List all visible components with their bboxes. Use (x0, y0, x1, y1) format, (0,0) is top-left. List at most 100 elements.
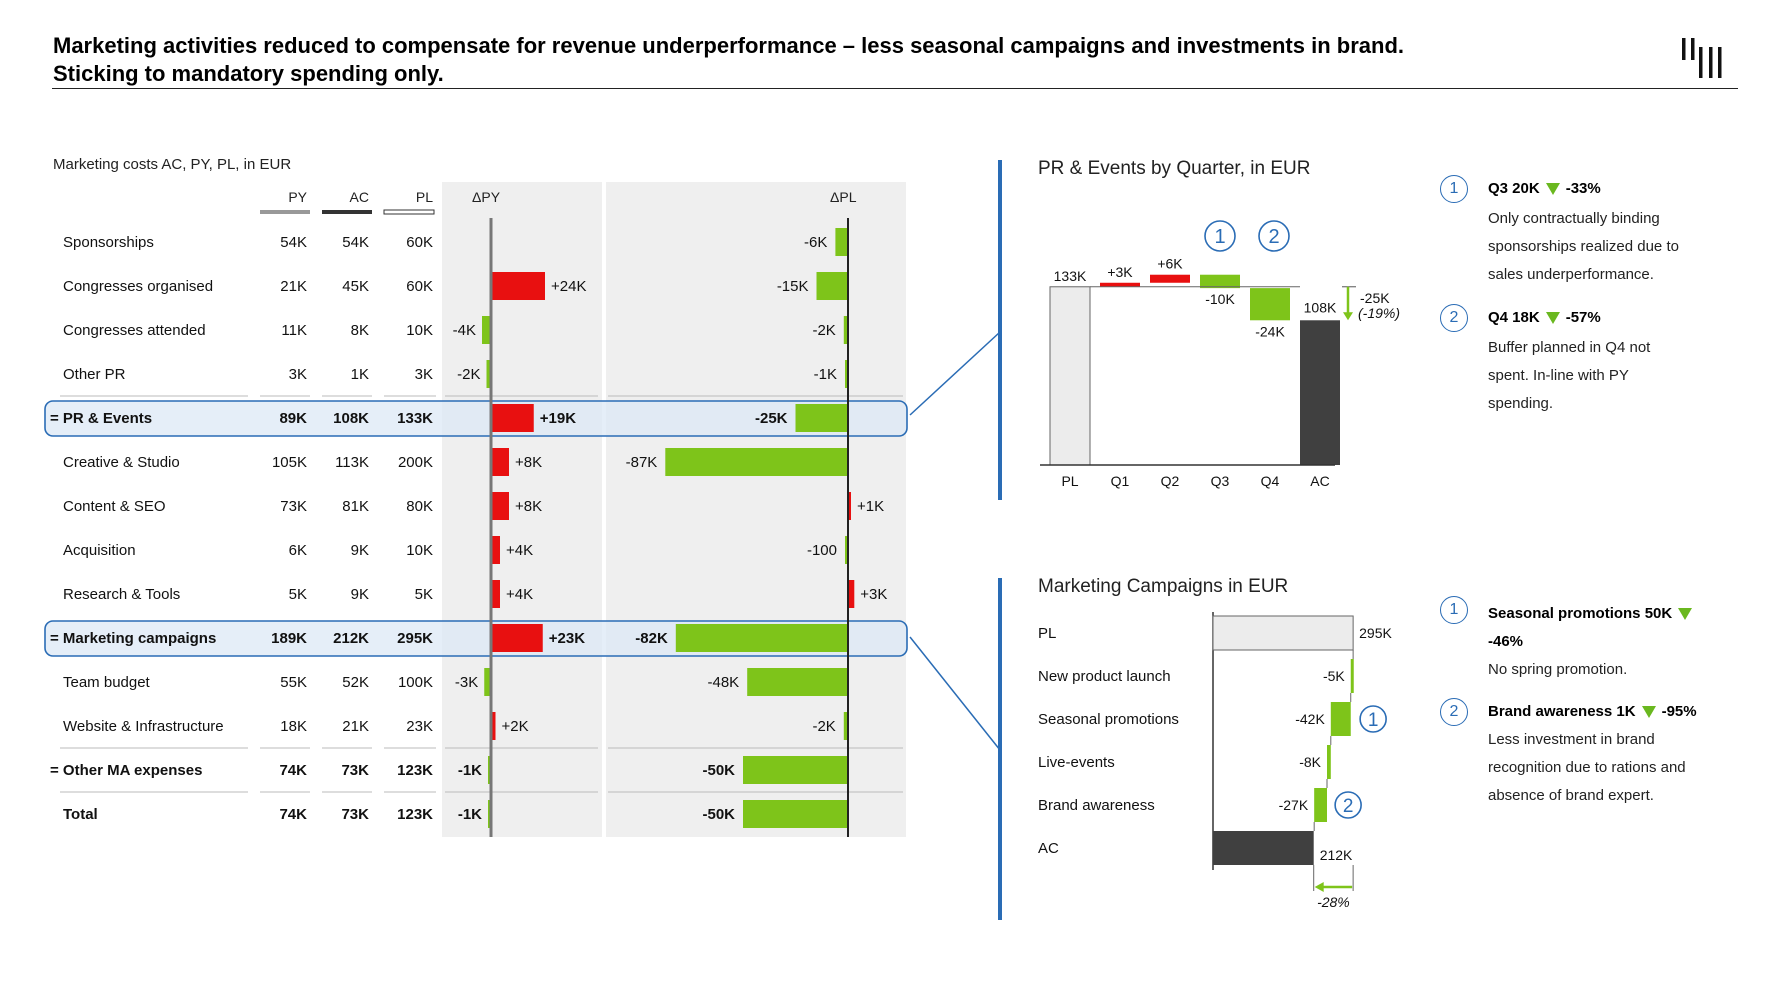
cell-ac: 113K (335, 454, 369, 471)
dpl-label: -25K (755, 410, 788, 427)
wf-marker-circle (1258, 220, 1290, 252)
cell-pl: 23K (406, 718, 433, 735)
dpl-bar (843, 316, 848, 344)
dpy-label: +2K (502, 718, 529, 735)
wf-bar-pl (1049, 286, 1091, 466)
dpl-label: -15K (777, 278, 809, 295)
cell-py: 21K (280, 278, 307, 295)
mc-category-label: PL (1038, 625, 1056, 642)
cell-ac: 54K (342, 234, 369, 251)
mc-label-ac: 212K (1320, 847, 1353, 863)
mc-marker-circle (1359, 705, 1387, 733)
dpl-label: -6K (804, 234, 827, 251)
pr-connector-line (909, 331, 1001, 416)
cell-ac: 212K (333, 630, 369, 647)
cell-py: 54K (280, 234, 307, 251)
cell-pl: 60K (406, 234, 433, 251)
wf-category-label: Q1 (1111, 473, 1130, 489)
dpl-label: +1K (857, 498, 884, 515)
dpl-bar (848, 492, 851, 520)
cell-ac: 108K (333, 410, 369, 427)
variance-table-chart: PY AC PL ΔPY ΔPL Sponsorships 54K 54K 60K -6K Cong… (44, 182, 908, 837)
row-label: Creative & Studio (63, 454, 180, 471)
wf-total-arrow-head (1343, 312, 1353, 321)
wf-bar-q3 (1200, 274, 1240, 289)
annotation-text: Only contractually binding sponsorships … (1488, 210, 1679, 283)
cell-py: 189K (271, 630, 307, 647)
dpy-label: -4K (453, 322, 476, 339)
wf-label-q2: +6K (1157, 256, 1183, 272)
down-triangle-icon (1545, 312, 1560, 325)
dpy-label: +24K (551, 278, 586, 295)
cell-pl: 80K (406, 498, 433, 515)
dpl-label: -82K (635, 630, 668, 647)
header-py-marker (260, 210, 310, 214)
cell-pl: 133K (397, 410, 433, 427)
cell-ac: 1K (351, 366, 369, 383)
pr-waterfall-chart: 133K +3K +6K -10K -24K 108K -25K(-19%) 1 2 PL Q1 Q2… (1040, 220, 1400, 489)
dpl-bar (743, 756, 848, 784)
cell-py: 74K (279, 806, 307, 823)
mc-total-arrow-head (1314, 882, 1324, 892)
dpy-label: +4K (506, 542, 533, 559)
row-label: Other PR (63, 366, 126, 383)
mc-label-delta: -5K (1323, 668, 1345, 684)
mc-marker-label: 1 (1368, 710, 1379, 731)
dpl-bar (665, 448, 848, 476)
dpy-bar (491, 580, 500, 608)
cell-pl: 5K (415, 586, 433, 603)
dpy-bar (486, 360, 491, 388)
mc-bar-delta (1330, 702, 1351, 736)
dpl-bar (816, 272, 848, 300)
row-highlight-box (44, 400, 908, 437)
wf-total-pct: (-19%) (1358, 305, 1400, 321)
row-label: Content & SEO (63, 498, 166, 515)
mc-label-delta: -27K (1279, 797, 1309, 813)
cell-pl: 10K (406, 542, 433, 559)
row-label: = PR & Events (50, 410, 152, 427)
cell-ac: 45K (342, 278, 369, 295)
dpy-label: -1K (458, 806, 482, 823)
wf-total-delta: -25K (1360, 290, 1390, 306)
brand-logo-icon (1682, 38, 1722, 78)
dpy-bar (491, 404, 534, 432)
header-ac-marker (322, 210, 372, 214)
cell-pl: 295K (397, 630, 433, 647)
annotation-text: No spring promotion. (1488, 661, 1628, 678)
dpy-label: -3K (455, 674, 478, 691)
dpy-label: +19K (540, 410, 576, 427)
wf-bar-q4 (1250, 288, 1290, 321)
dpl-bar (675, 624, 848, 652)
row-label: = Other MA expenses (50, 762, 202, 779)
down-triangle-icon (1641, 706, 1656, 719)
row-label: Team budget (63, 674, 151, 691)
marker-1-icon: 1 (1440, 596, 1468, 624)
cell-py: 105K (272, 454, 307, 471)
mc-bar-delta (1314, 788, 1327, 822)
dpy-bar (484, 668, 491, 696)
dpl-bar (845, 536, 848, 564)
marker-1-icon: 1 (1440, 175, 1468, 203)
dpl-label: -50K (702, 806, 735, 823)
cell-pl: 10K (406, 322, 433, 339)
mc-bar-ac (1213, 831, 1314, 865)
wf-category-label: Q2 (1161, 473, 1180, 489)
dpy-label: +23K (549, 630, 585, 647)
row-label: Website & Infrastructure (63, 718, 224, 735)
row-label: Sponsorships (63, 234, 154, 251)
row-label: Congresses attended (63, 322, 206, 339)
cell-py: 18K (280, 718, 307, 735)
annotation-text: Less investment in brand recognition due… (1488, 731, 1686, 804)
dpl-bar (835, 228, 848, 256)
cell-pl: 100K (398, 674, 433, 691)
header-dpy: ΔPY (472, 189, 501, 205)
cell-pl: 123K (397, 806, 433, 823)
wf-marker-circle (1204, 220, 1236, 252)
mc-label-pl: 295K (1359, 625, 1392, 641)
mc-category-label: New product launch (1038, 668, 1171, 685)
dpy-label: -2K (457, 366, 480, 383)
cell-ac: 8K (351, 322, 369, 339)
cell-ac: 9K (351, 586, 369, 603)
annotation-head: Q3 20K -33% (1488, 180, 1601, 197)
